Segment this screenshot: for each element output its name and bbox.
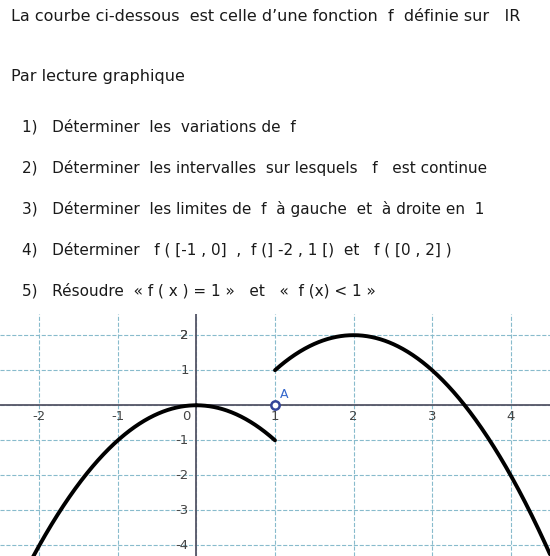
Text: -4: -4 (175, 539, 189, 552)
Text: -2: -2 (32, 410, 46, 423)
Text: 1: 1 (271, 410, 279, 423)
Text: 1: 1 (180, 364, 189, 377)
Text: -2: -2 (175, 469, 189, 482)
Text: -1: -1 (111, 410, 124, 423)
Text: 3)   Déterminer  les limites de  f  à gauche  et  à droite en  1: 3) Déterminer les limites de f à gauche … (22, 201, 485, 217)
Text: 2: 2 (180, 329, 189, 342)
Text: 2: 2 (180, 329, 189, 342)
Text: 4)   Déterminer   f ( [-1 , 0]  ,  f (] -2 , 1 [)  et   f ( [0 , 2] ): 4) Déterminer f ( [-1 , 0] , f (] -2 , 1… (22, 242, 452, 257)
Text: 3: 3 (428, 410, 436, 423)
Text: A: A (280, 388, 288, 400)
Text: -3: -3 (175, 504, 189, 517)
Text: 2: 2 (349, 410, 358, 423)
Text: 4: 4 (507, 410, 515, 423)
Text: 0: 0 (182, 410, 190, 423)
Text: 5)   Résoudre  « f ( x ) = 1 »   et   «  f (x) < 1 »: 5) Résoudre « f ( x ) = 1 » et « f (x) <… (22, 282, 376, 298)
Text: 1)   Déterminer  les  variations de  f: 1) Déterminer les variations de f (22, 120, 296, 135)
Text: -1: -1 (175, 434, 189, 447)
Text: La courbe ci-dessous  est celle d’une fonction  f  définie sur   IR: La courbe ci-dessous est celle d’une fon… (11, 9, 520, 24)
Text: Par lecture graphique: Par lecture graphique (11, 69, 185, 84)
Text: 2)   Déterminer  les intervalles  sur lesquels   f   est continue: 2) Déterminer les intervalles sur lesque… (22, 160, 487, 176)
